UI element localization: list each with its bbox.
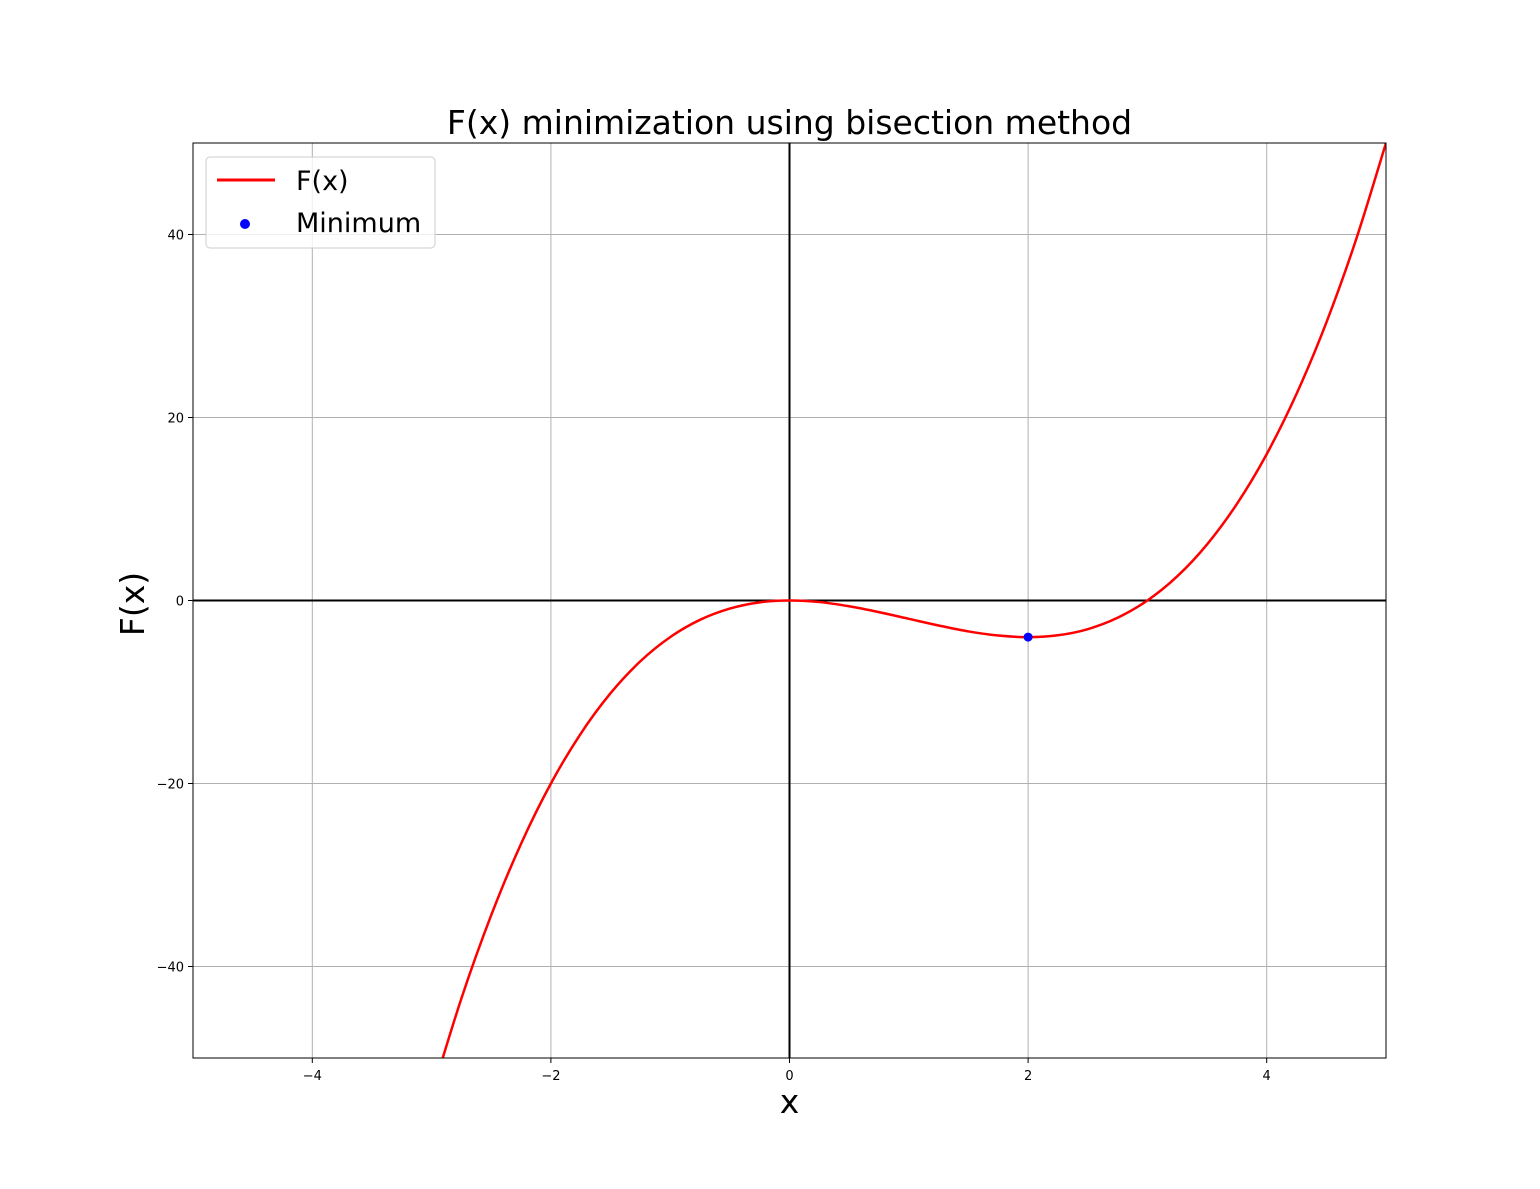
x-tick-label: 4: [1263, 1069, 1271, 1084]
legend-label-minimum: Minimum: [296, 208, 421, 239]
minimum-point: [1023, 632, 1033, 642]
y-tick-label: 0: [176, 595, 184, 610]
series-layer: [441, 143, 1386, 1058]
x-axis-label: x: [780, 1082, 800, 1121]
y-tick-label: −20: [157, 778, 184, 793]
x-tick-label: 0: [785, 1069, 793, 1084]
legend-marker-swatch: [240, 219, 250, 229]
x-tick-label: −2: [541, 1069, 560, 1084]
legend-label-fx: F(x): [296, 166, 349, 197]
series-line-fx: [441, 143, 1386, 1058]
x-tick-label: 2: [1024, 1069, 1032, 1084]
chart-title: F(x) minimization using bisection method: [447, 103, 1132, 142]
y-axis-label: F(x): [113, 572, 152, 636]
x-tick-label: −4: [303, 1069, 322, 1084]
y-tick-label: 40: [167, 229, 184, 244]
y-tick-label: 20: [167, 412, 184, 427]
y-tick-label: −40: [157, 961, 184, 976]
legend: F(x) Minimum: [205, 156, 436, 249]
